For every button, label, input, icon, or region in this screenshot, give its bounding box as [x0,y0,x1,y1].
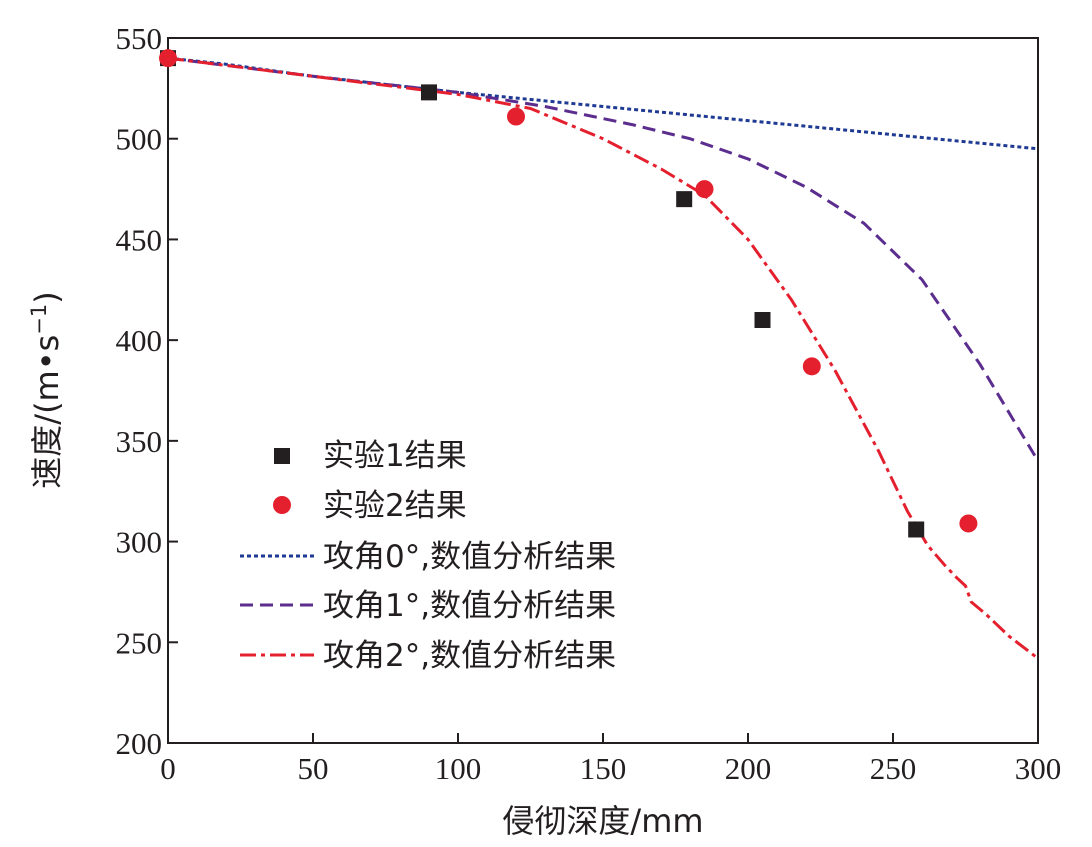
y-axis-ticks: 200 250 300 350 400 450 500 550 [116,21,178,761]
y-tick-label: 400 [116,323,163,358]
x-axis-ticks: 0 50 100 150 200 250 300 [160,733,1061,786]
y-tick-label: 250 [116,625,163,660]
x-tick-label: 150 [580,751,627,786]
data-point-square [754,312,771,328]
data-point-circle [959,514,978,533]
data-point-circle [695,180,714,199]
y-tick-label: 500 [116,122,163,157]
x-axis-title: 侵彻深度/mm [502,802,703,840]
y-axis-title-dot: • [28,351,66,370]
series-line-3 [167,56,1040,462]
y-tick-label: 450 [116,222,163,257]
legend-label-exp2: 实验2结果 [323,488,467,524]
legend-label-aoa1: 攻角1°,数值分析结果 [323,588,616,624]
legend: 实验1结果 实验2结果 攻角0°,数值分析结果 攻角1°,数值分析结果 攻角2°… [240,438,616,674]
x-tick-label: 0 [160,751,176,786]
data-point-circle [802,357,821,376]
data-point-circle [507,107,525,126]
data-point-square [421,84,437,101]
legend-label-aoa2: 攻角2°,数值分析结果 [323,638,616,674]
x-tick-label: 300 [1015,751,1062,786]
series-line-2 [167,56,1039,151]
y-axis-title-main: 速度/(m [28,370,66,488]
legend-item-aoa1: 攻角1°,数值分析结果 [240,588,616,624]
legend-label-exp1: 实验1结果 [323,438,467,474]
data-point-circle [159,49,177,68]
legend-item-exp1: 实验1结果 [274,438,467,474]
x-tick-label: 50 [298,751,329,786]
y-tick-label: 350 [116,424,163,459]
y-tick-label: 200 [116,726,163,761]
data-point-square [676,191,693,208]
y-axis-title-exponent: −1 [27,304,51,335]
x-tick-label: 250 [870,751,917,786]
y-axis-title: 速度/(m•s−1) [27,291,66,488]
y-tick-label: 550 [116,21,163,56]
legend-label-aoa0: 攻角0°,数值分析结果 [323,539,616,575]
y-tick-label: 300 [116,525,163,560]
y-axis-title-close: ) [28,291,66,303]
legend-marker-circle [273,496,291,514]
series-layer [159,49,1040,660]
data-point-square [908,521,925,538]
y-axis-title-unit: s [28,335,66,352]
legend-item-aoa2: 攻角2°,数值分析结果 [240,638,616,674]
legend-item-aoa0: 攻角0°,数值分析结果 [240,539,616,575]
legend-marker-square [274,448,290,464]
x-tick-label: 200 [725,751,772,786]
legend-item-exp2: 实验2结果 [273,488,467,524]
x-tick-label: 100 [435,751,482,786]
